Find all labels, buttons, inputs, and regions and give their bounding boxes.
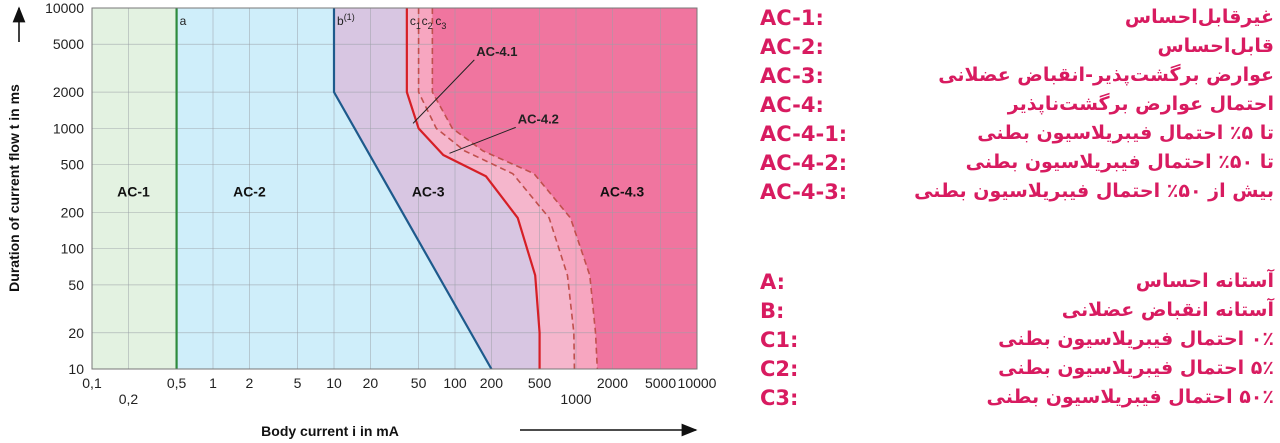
- legend-threshold-row: A: آستانه احساس: [760, 270, 1274, 300]
- x-tick-label: 20: [363, 375, 379, 391]
- curve-c2: [417, 8, 576, 370]
- callout-line: [449, 126, 516, 154]
- x-tick-label: 0,1: [82, 375, 102, 391]
- legend-text: بیش از ۵۰٪ احتمال فیبریلاسیون بطنی: [914, 180, 1274, 202]
- legend-code: AC-4-3:: [760, 180, 848, 204]
- x-tick-label: 1: [209, 375, 217, 391]
- region-label-ac43: AC-4.3: [600, 183, 645, 199]
- curve-b1: [332, 8, 493, 370]
- axes-layer: 102050100200500100020005000100000,10,20,…: [6, 0, 717, 439]
- plot-frame: [91, 7, 698, 370]
- callout-label-ac42: AC-4.2: [518, 111, 559, 126]
- y-axis-title: Duration of current flow t in ms: [6, 84, 22, 292]
- x-tick-label: 0,2: [119, 391, 139, 407]
- labels-layer: AC-1 AC-2 AC-3 AC-4.3AC-4.1AC-4.2a b(1) c1 c2 c…: [117, 12, 644, 199]
- regions-layer: [92, 8, 697, 369]
- region-label-ac2: AC-2: [233, 183, 266, 199]
- threshold-label-main: b: [337, 14, 344, 28]
- threshold-label-main: c: [435, 14, 441, 28]
- legend-code: C3:: [760, 386, 799, 410]
- threshold-label-b: b(1): [337, 12, 355, 28]
- callout-line: [412, 59, 475, 124]
- legend-zone-row: AC-3: عوارض برگشت‌پذیر-انقباض عضلانی: [760, 64, 1274, 94]
- legend-text: قابل‌احساس: [1157, 35, 1274, 57]
- curve-c1: [405, 8, 541, 369]
- legend-code: C2:: [760, 357, 799, 381]
- legend-zone-row: AC-4-1: تا ۵٪ احتمال فیبریلاسیون بطنی: [760, 122, 1274, 152]
- legend-zone-row: AC-4-3: بیش از ۵۰٪ احتمال فیبریلاسیون بطن…: [760, 180, 1274, 210]
- legend-text: ۵۰٪ احتمال فیبریلاسیون بطنی: [986, 386, 1274, 408]
- x-tick-label: 5000: [645, 375, 676, 391]
- threshold-label-a: a: [180, 14, 187, 28]
- legend-threshold-row: C3: ۵۰٪ احتمال فیبریلاسیون بطنی: [760, 386, 1274, 416]
- chart: AC-1 AC-2 AC-3 AC-4.3AC-4.1AC-4.2a b(1) c1 c2 c…: [6, 0, 717, 439]
- y-tick-label: 200: [61, 204, 85, 220]
- legend-text: آستانه احساس: [1135, 270, 1274, 292]
- y-tick-label: 1000: [53, 120, 84, 136]
- legend-code: AC-4-1:: [760, 122, 848, 146]
- legend-zone-row: AC-2: قابل‌احساس: [760, 35, 1274, 65]
- x-tick-label: 1000: [560, 391, 591, 407]
- threshold-label-main: c: [410, 14, 416, 28]
- legend-text: ۵٪ احتمال فیبریلاسیون بطنی: [998, 357, 1274, 379]
- threshold-label-sup: (1): [344, 12, 355, 22]
- x-tick-label: 50: [411, 375, 427, 391]
- threshold-label-sub: 1: [416, 21, 421, 31]
- legend-code: AC-3:: [760, 64, 824, 88]
- legend-text: ۰٪ احتمال فیبریلاسیون بطنی: [998, 328, 1274, 350]
- legend-threshold-row: C1: ۰٪ احتمال فیبریلاسیون بطنی: [760, 328, 1274, 358]
- x-tick-label: 200: [480, 375, 504, 391]
- x-tick-label: 10000: [678, 375, 717, 391]
- curve-c3: [431, 8, 599, 370]
- legend-text: عوارض برگشت‌پذیر-انقباض عضلانی: [938, 64, 1274, 86]
- threshold-label-main: a: [180, 14, 187, 28]
- x-tick-label: 2: [246, 375, 254, 391]
- legend-code: AC-4-2:: [760, 151, 848, 175]
- callout-label-ac41: AC-4.1: [476, 44, 517, 59]
- threshold-label-c2: c2: [422, 14, 433, 31]
- legend-code: AC-2:: [760, 35, 824, 59]
- legend-code: A:: [760, 270, 786, 294]
- y-tick-label: 500: [61, 157, 85, 173]
- legend-text: تا ۵٪ احتمال فیبریلاسیون بطنی: [977, 122, 1274, 144]
- y-tick-label: 50: [68, 277, 84, 293]
- y-tick-label: 5000: [53, 36, 84, 52]
- x-tick-label: 0,5: [167, 375, 187, 391]
- legend-text: تا ۵۰٪ احتمال فیبریلاسیون بطنی: [965, 151, 1274, 173]
- legend-text: آستانه انقباض عضلانی: [1061, 299, 1274, 321]
- legend-text: احتمال عوارض برگشت‌ناپذیر: [1007, 93, 1274, 115]
- x-tick-label: 500: [528, 375, 552, 391]
- legend-code: C1:: [760, 328, 799, 352]
- threshold-label-sub: 2: [428, 21, 433, 31]
- x-tick-label: 100: [443, 375, 467, 391]
- x-axis-title: Body current i in mA: [261, 423, 399, 439]
- legend-zone-row: AC-4-2: تا ۵۰٪ احتمال فیبریلاسیون بطنی: [760, 151, 1274, 181]
- legend-code: AC-1:: [760, 6, 824, 30]
- legend-code: B:: [760, 299, 785, 323]
- y-tick-label: 100: [61, 241, 85, 257]
- legend-zone-row: AC-1: غیرقابل‌احساس: [760, 6, 1274, 36]
- region-label-ac1: AC-1: [117, 183, 150, 199]
- legend-zone-row: AC-4: احتمال عوارض برگشت‌ناپذیر: [760, 93, 1274, 123]
- region-ac-2: [92, 8, 492, 369]
- threshold-label-c1: c1: [410, 14, 421, 31]
- region-ac-1: [92, 8, 177, 369]
- legend-text: غیرقابل‌احساس: [1124, 6, 1274, 28]
- y-tick-label: 2000: [53, 84, 84, 100]
- x-tick-label: 5: [294, 375, 302, 391]
- y-tick-label: 10: [68, 361, 84, 377]
- curves-layer: [175, 8, 599, 370]
- x-tick-label: 10: [326, 375, 342, 391]
- x-tick-label: 2000: [597, 375, 628, 391]
- threshold-label-sub: 3: [441, 21, 446, 31]
- legend-threshold-row: B: آستانه انقباض عضلانی: [760, 299, 1274, 329]
- y-tick-label: 20: [68, 325, 84, 341]
- legend-code: AC-4:: [760, 93, 824, 117]
- threshold-label-main: c: [422, 14, 428, 28]
- region-label-ac3: AC-3: [412, 183, 445, 199]
- legend-threshold-row: C2: ۵٪ احتمال فیبریلاسیون بطنی: [760, 357, 1274, 387]
- y-tick-label: 10000: [45, 0, 84, 16]
- threshold-label-c3: c3: [435, 14, 446, 31]
